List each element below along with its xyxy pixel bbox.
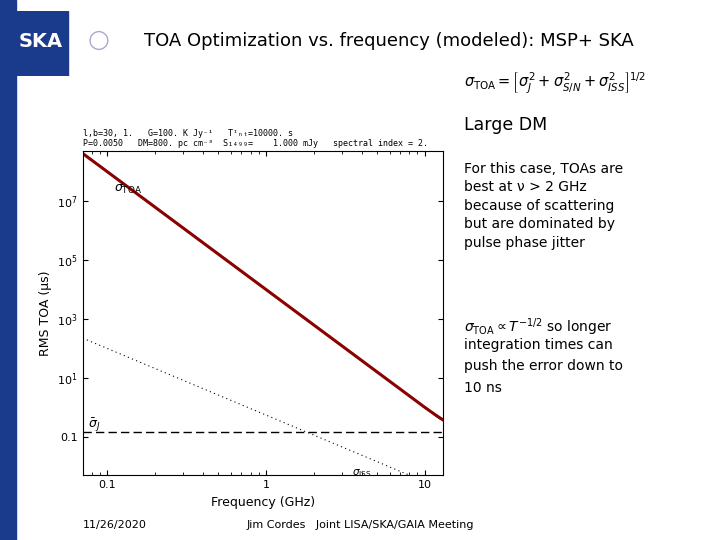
- Text: $\sigma_{\rm ISS}$: $\sigma_{\rm ISS}$: [352, 467, 372, 479]
- Text: 11/26/2020: 11/26/2020: [83, 520, 147, 530]
- Text: Jim Cordes   Joint LISA/SKA/GAIA Meeting: Jim Cordes Joint LISA/SKA/GAIA Meeting: [246, 520, 474, 530]
- Text: l,b=30, 1.   G=100. K Jy⁻¹   Tᴵₙₜ=10000. s: l,b=30, 1. G=100. K Jy⁻¹ Tᴵₙₜ=10000. s: [83, 129, 293, 138]
- Bar: [16, 11, 68, 76]
- Text: $\sigma_{\rm TOA}$: $\sigma_{\rm TOA}$: [114, 184, 142, 197]
- Text: For this case, TOAs are
best at ν > 2 GHz
because of scattering
but are dominate: For this case, TOAs are best at ν > 2 GH…: [464, 162, 624, 249]
- Text: P=0.0050   DM=800. pc cm⁻³  S₁₄₉₉=    1.000 mJy   spectral index = 2.: P=0.0050 DM=800. pc cm⁻³ S₁₄₉₉= 1.000 mJ…: [83, 139, 428, 148]
- Text: $\sigma_{\rm TOA} \propto T^{-1/2}$ so longer: $\sigma_{\rm TOA} \propto T^{-1/2}$ so l…: [464, 316, 613, 338]
- Text: integration times can: integration times can: [464, 338, 613, 352]
- Text: ○: ○: [88, 28, 109, 52]
- Y-axis label: RMS TOA (μs): RMS TOA (μs): [39, 271, 52, 356]
- Text: Large DM: Large DM: [464, 116, 548, 133]
- Text: 10 ns: 10 ns: [464, 381, 503, 395]
- Text: $\sigma_{S/N}$: $\sigma_{S/N}$: [0, 539, 1, 540]
- Text: SKA: SKA: [19, 32, 63, 51]
- Text: TOA Optimization vs. frequency (modeled): MSP+ SKA: TOA Optimization vs. frequency (modeled)…: [144, 31, 634, 50]
- Text: push the error down to: push the error down to: [464, 359, 624, 373]
- X-axis label: Frequency (GHz): Frequency (GHz): [211, 496, 315, 509]
- Text: $\sigma_{\rm TOA} = \left[\sigma_J^2 + \sigma_{S/N}^2 + \sigma_{ISS}^2\right]^{1: $\sigma_{\rm TOA} = \left[\sigma_J^2 + \…: [464, 71, 647, 96]
- Text: $\bar{\sigma}_J$: $\bar{\sigma}_J$: [88, 416, 100, 434]
